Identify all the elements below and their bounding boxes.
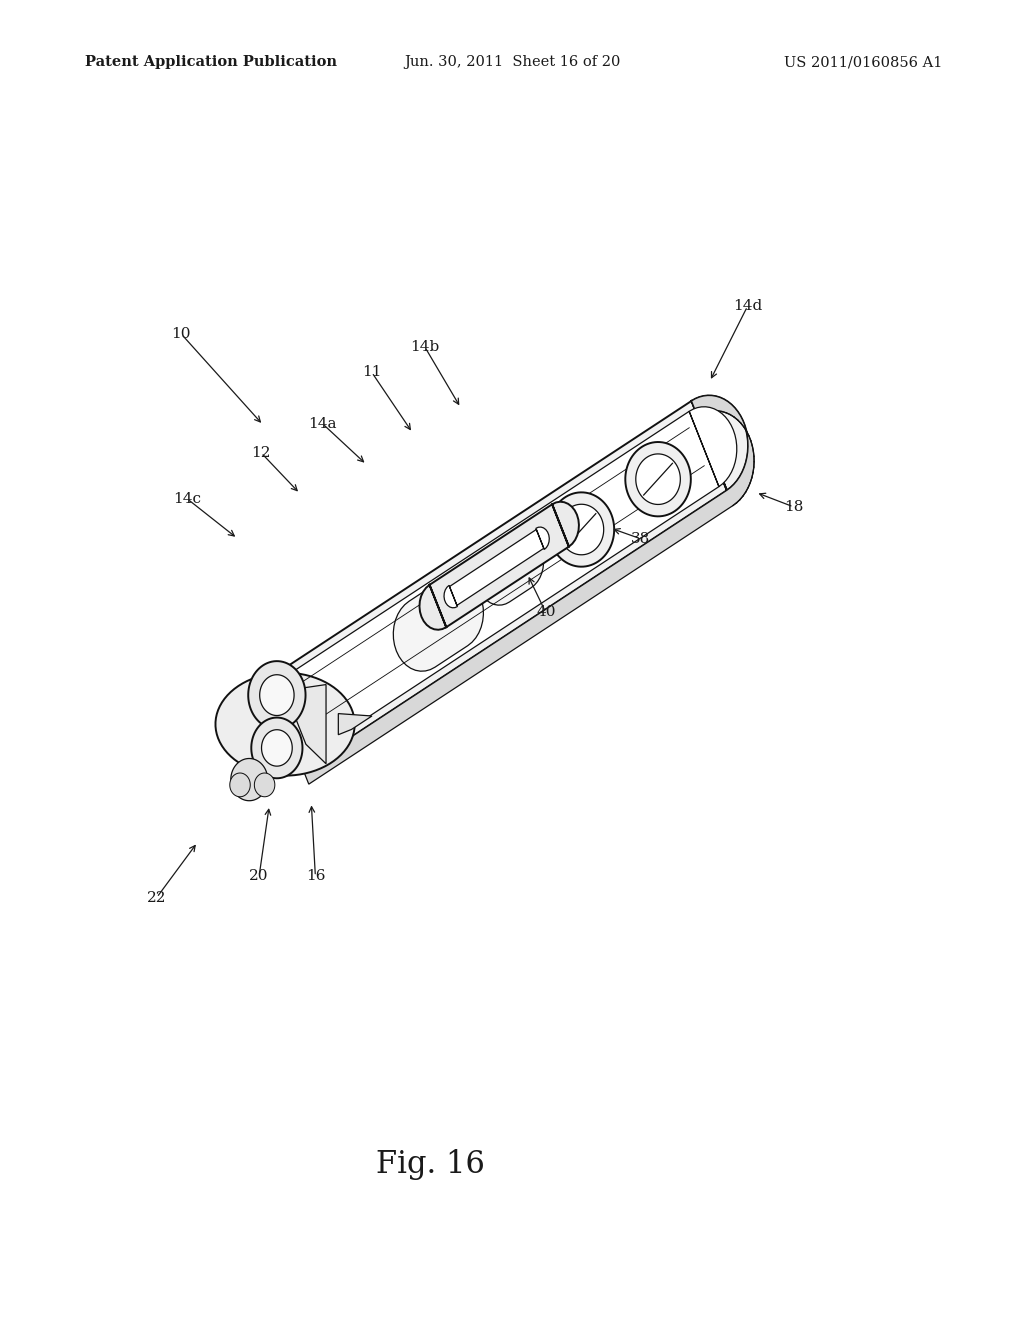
Text: Jun. 30, 2011  Sheet 16 of 20: Jun. 30, 2011 Sheet 16 of 20 bbox=[403, 55, 621, 70]
Polygon shape bbox=[251, 718, 302, 779]
Polygon shape bbox=[248, 661, 305, 729]
Polygon shape bbox=[261, 730, 292, 766]
Text: US 2011/0160856 A1: US 2011/0160856 A1 bbox=[783, 55, 942, 70]
Text: 10: 10 bbox=[171, 327, 191, 341]
Text: 11: 11 bbox=[361, 366, 382, 379]
Polygon shape bbox=[260, 675, 294, 715]
Polygon shape bbox=[291, 407, 737, 748]
Polygon shape bbox=[636, 454, 680, 504]
Text: 38: 38 bbox=[631, 532, 649, 545]
Polygon shape bbox=[215, 673, 354, 776]
Polygon shape bbox=[338, 714, 372, 735]
Polygon shape bbox=[285, 685, 326, 764]
Text: 14c: 14c bbox=[173, 492, 202, 506]
Text: 14a: 14a bbox=[308, 417, 337, 430]
Text: 22: 22 bbox=[146, 891, 167, 904]
Polygon shape bbox=[477, 533, 544, 605]
Text: 14d: 14d bbox=[733, 300, 762, 313]
Text: 14b: 14b bbox=[411, 341, 439, 354]
Polygon shape bbox=[230, 759, 267, 801]
Polygon shape bbox=[444, 527, 549, 607]
Polygon shape bbox=[254, 774, 274, 797]
Text: 40: 40 bbox=[536, 606, 556, 619]
Polygon shape bbox=[420, 502, 579, 630]
Polygon shape bbox=[549, 492, 614, 566]
Polygon shape bbox=[303, 396, 754, 784]
Polygon shape bbox=[393, 576, 483, 671]
Polygon shape bbox=[559, 504, 604, 554]
Text: 18: 18 bbox=[784, 500, 803, 513]
Text: 20: 20 bbox=[249, 870, 269, 883]
Text: 12: 12 bbox=[251, 446, 271, 459]
Text: Patent Application Publication: Patent Application Publication bbox=[85, 55, 337, 70]
Polygon shape bbox=[267, 396, 749, 768]
Polygon shape bbox=[229, 774, 250, 797]
Text: 16: 16 bbox=[305, 870, 326, 883]
Polygon shape bbox=[626, 442, 691, 516]
Text: Fig. 16: Fig. 16 bbox=[376, 1148, 484, 1180]
